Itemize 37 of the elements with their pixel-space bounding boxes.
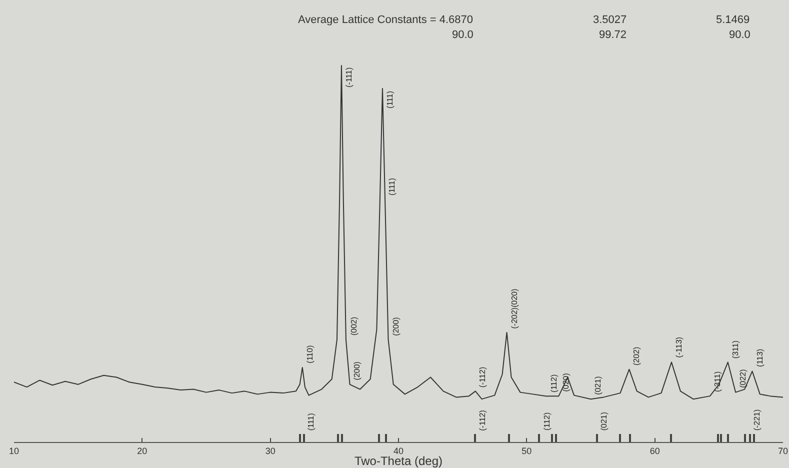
- x-tick-label: 30: [265, 446, 276, 456]
- x-tick-label: 60: [650, 446, 660, 456]
- x-tick-label: 20: [137, 446, 148, 456]
- annotation: (-112): [478, 366, 488, 388]
- annotation: (021): [594, 376, 603, 395]
- annotation: (112): [549, 374, 558, 392]
- annotation: (311): [731, 340, 740, 359]
- annotation: (-112): [478, 410, 487, 431]
- text: Average Lattice Constants = 4.6870: [298, 14, 474, 26]
- text: 99.72: [599, 29, 627, 41]
- annotation: (110): [305, 344, 314, 364]
- annotation: (-111): [344, 67, 354, 88]
- annotation: (200): [352, 361, 362, 380]
- annotation: (022): [738, 368, 748, 388]
- x-tick-label: 50: [522, 446, 532, 456]
- annotation: (-202)(020): [510, 288, 519, 329]
- annotation: (112): [542, 412, 552, 430]
- text: 5.1469: [716, 14, 750, 26]
- annotation: (-311): [712, 370, 722, 392]
- text: 90.0: [452, 29, 474, 41]
- annotation: (111): [306, 412, 316, 431]
- annotation: (200): [392, 316, 401, 336]
- annotation: (020): [562, 372, 571, 392]
- x-tick-label: 40: [393, 446, 404, 456]
- annotation: (002): [349, 316, 358, 336]
- x-tick-label: 70: [778, 446, 788, 456]
- annotation: (113): [756, 348, 765, 367]
- annotation: (021): [600, 412, 609, 431]
- annotation: (202): [632, 346, 641, 366]
- x-tick-label: 10: [8, 446, 20, 456]
- annotation: (-221): [752, 408, 762, 431]
- text: 90.0: [729, 29, 750, 41]
- annotation: (111): [388, 178, 397, 196]
- annotation: (-113): [674, 336, 684, 358]
- x-axis-title: Two-Theta (deg): [354, 454, 443, 468]
- annotation: (111): [385, 90, 394, 108]
- text: 3.5027: [593, 14, 627, 26]
